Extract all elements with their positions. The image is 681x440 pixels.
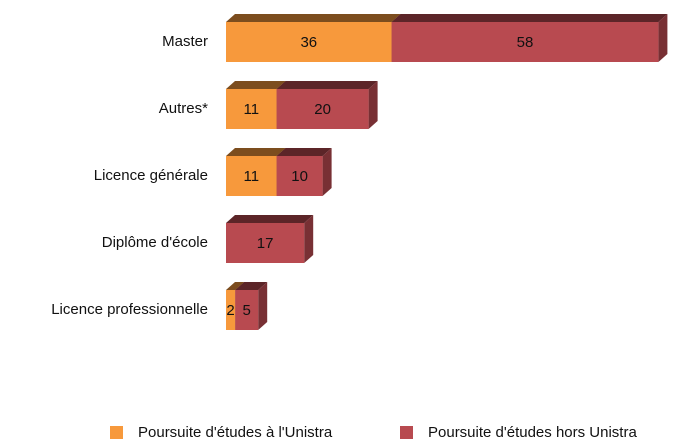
category-label: Autres* xyxy=(159,100,208,117)
bar xyxy=(276,156,323,196)
bar-label: 10 xyxy=(291,168,308,185)
bar xyxy=(276,89,369,129)
bar-label: 58 xyxy=(517,34,534,51)
legend-swatch xyxy=(400,426,413,439)
bar xyxy=(226,156,277,196)
bar-top xyxy=(226,215,314,223)
category-label: Diplôme d'école xyxy=(102,234,208,251)
bar xyxy=(235,290,259,330)
bar-top xyxy=(235,282,268,290)
bar-side xyxy=(258,282,268,330)
bar-label: 2 xyxy=(226,302,234,319)
bar xyxy=(226,89,277,129)
bar-top xyxy=(276,81,378,89)
bar-label: 17 xyxy=(257,235,274,252)
bar-top xyxy=(226,81,286,89)
bar xyxy=(226,290,236,330)
legend-swatch xyxy=(110,426,123,439)
bar-top xyxy=(226,14,401,22)
bar-side xyxy=(304,215,314,263)
bar xyxy=(391,22,659,62)
bar-label: 11 xyxy=(244,168,260,185)
bar-top xyxy=(226,282,245,290)
category-label: Master xyxy=(162,33,208,50)
bar-top xyxy=(276,148,332,156)
category-label: Licence professionnelle xyxy=(51,301,208,318)
bar xyxy=(226,22,392,62)
bar-top xyxy=(391,14,668,22)
bar-label: 11 xyxy=(244,101,260,118)
bar-label: 20 xyxy=(314,101,331,118)
bar-label: 5 xyxy=(243,302,251,319)
bar-side xyxy=(322,148,332,196)
bar-top xyxy=(226,148,286,156)
bar xyxy=(226,223,305,263)
bar-side xyxy=(658,14,668,62)
legend-label: Poursuite d'études hors Unistra xyxy=(428,424,637,440)
bar-side xyxy=(368,81,378,129)
category-label: Licence générale xyxy=(94,167,208,184)
bar-label: 36 xyxy=(300,34,317,51)
legend-label: Poursuite d'études à l'Unistra xyxy=(138,424,333,440)
